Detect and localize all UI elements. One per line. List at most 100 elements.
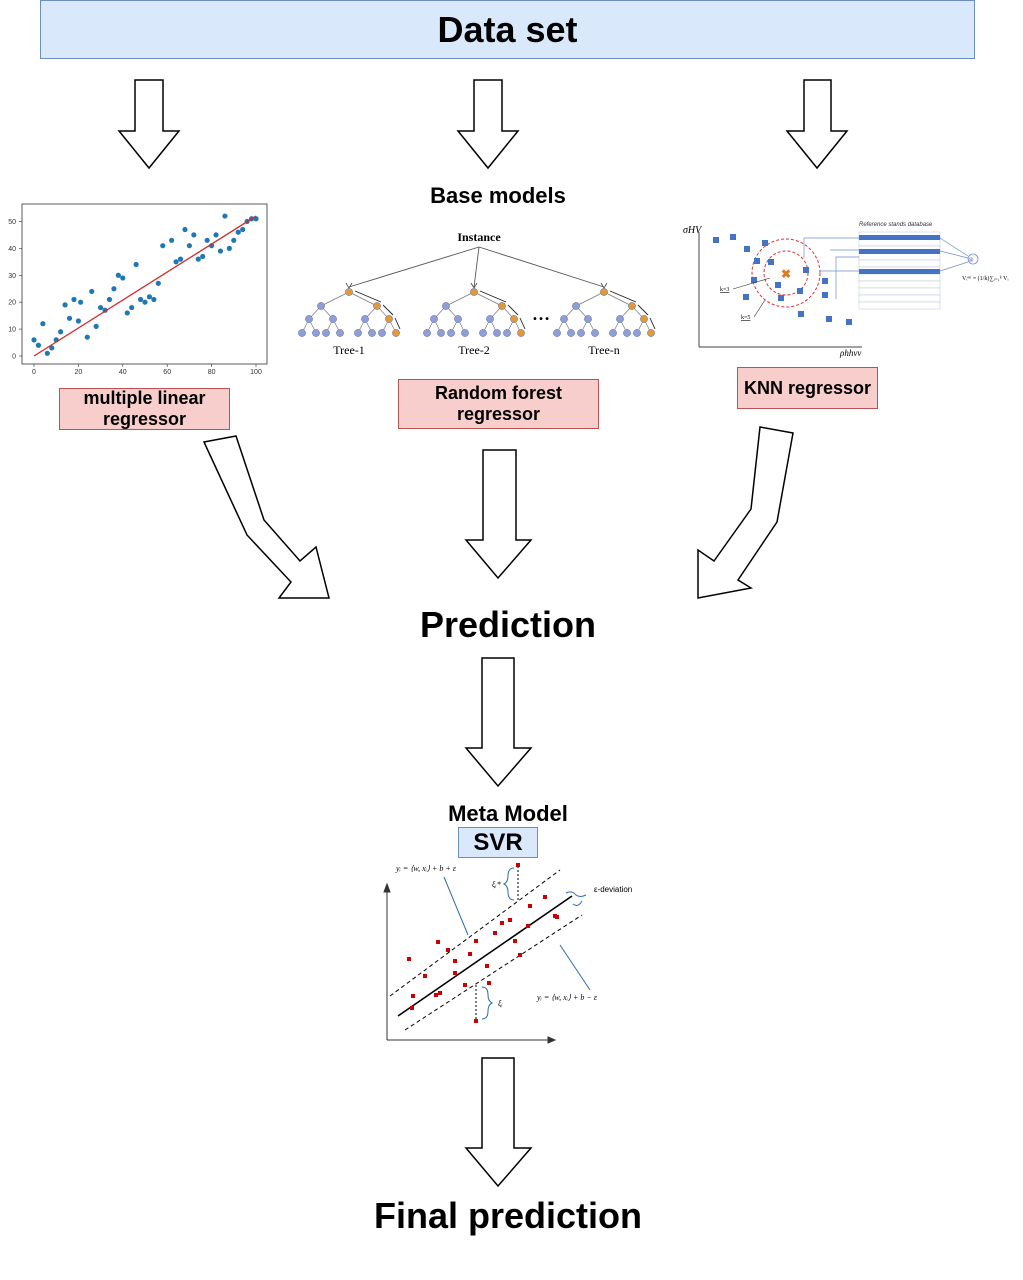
regression-fit-line [33,215,257,357]
svr-data-point [528,904,532,908]
tree-node [368,329,376,337]
x-tick-label: 80 [208,369,216,376]
svr-data-point [446,948,450,952]
tree-node [616,315,624,323]
tree-node [584,315,592,323]
knn-sample-point [743,294,749,300]
upper-equation: yᵢ = ⟨w, xᵢ⟩ + b + ε [395,864,457,873]
arrow-rf-to-prediction [464,449,533,580]
scatter-point [58,329,64,335]
scatter-point [169,237,175,243]
scatter-point [84,334,90,340]
arrow-mlr-to-prediction [202,435,330,599]
scatter-point [160,243,166,249]
tree-node [517,329,525,337]
scatter-point [62,302,68,308]
scatter-point [240,226,246,233]
tree-node [600,288,608,296]
tree-node [442,302,450,310]
knn-label: KNN regressor [743,377,872,398]
xi-label: ξᵢ [498,999,503,1008]
svr-data-point [526,924,530,928]
tree-node [454,315,462,323]
y-tick-label: 30 [8,273,16,280]
scatter-point [191,232,197,238]
knn-sample-point [822,292,828,298]
dataset-header: Data set [40,0,975,59]
svr-box: SVR [458,827,538,858]
tree-node [447,329,455,337]
sum-node [967,253,979,265]
svr-data-point [485,964,489,968]
scatter-point [151,296,157,303]
x-tick-label: 60 [163,369,171,376]
xi-star-label: ξᵢ* [492,880,501,889]
knn-sample-point [713,237,719,243]
svr-data-point [423,974,427,978]
tree-node [567,329,575,337]
tree-node [479,329,487,337]
tree-node [312,329,320,337]
svr-data-point [474,939,478,943]
knn-sample-point [730,234,736,240]
scatter-point [89,288,95,295]
arrow-meta-to-final [464,1057,533,1188]
knn-sample-point [754,258,760,264]
tree-label: Tree-2 [458,343,490,357]
scatter-point [182,226,188,233]
tree-node [591,329,599,337]
db-row [858,301,941,310]
scatter-point [44,350,50,356]
y-tick-label: 0 [12,354,16,361]
tree-node [609,329,617,337]
knn-formula: Vᵢᵉˢᵗ = (1/k)∑ᵢ₌₁ᵏ Vᵢ [962,275,1008,282]
svr-data-point [407,957,411,961]
tree-node [336,329,344,337]
knn-sample-point [762,240,768,246]
knn-sample-point [798,311,804,317]
scatter-point [78,299,84,305]
scatter-point [177,256,184,262]
svr-data-point [555,915,559,919]
svr-data-point [434,993,438,997]
scatter-point [222,213,228,219]
scatter-point [213,232,219,238]
svr-data-point [453,959,457,963]
y-tick-label: 40 [8,246,16,253]
tree-node [623,329,631,337]
knn-sample-point [822,278,828,284]
scatter-point [93,323,99,329]
scatter-point [200,253,206,260]
svr-data-point [516,863,520,867]
k5-circle [751,238,821,308]
tree-node [647,329,655,337]
knn-x-axis-label: ρhhvv [839,348,861,358]
db-label: Reference stands database [859,222,933,228]
tree-node [329,315,337,323]
tree-node [345,288,353,296]
svg-text:⊗: ⊗ [968,257,974,264]
k3-label: k=3 [720,287,729,293]
svr-data-point [513,939,517,943]
y-tick-label: 20 [8,300,16,307]
regression-line [397,895,573,1017]
svr-data-point [493,931,497,935]
instance-label: Instance [457,230,501,244]
scatter-point [195,256,201,262]
x-tick-label: 20 [75,369,83,376]
tree-node [385,315,393,323]
arrow-knn-to-prediction [697,426,794,599]
scatter-point [31,337,37,343]
svr-label: SVR [473,828,523,856]
mlr-label: multiple linear regressor [83,388,206,429]
db-selected-row [859,235,940,240]
db-selected-row [859,269,940,274]
tree-node [305,315,313,323]
knn-sample-point [846,319,852,325]
tree-node [317,302,325,310]
knn-sample-point [768,259,774,265]
tree-node [298,329,306,337]
svr-data-point [487,981,491,985]
